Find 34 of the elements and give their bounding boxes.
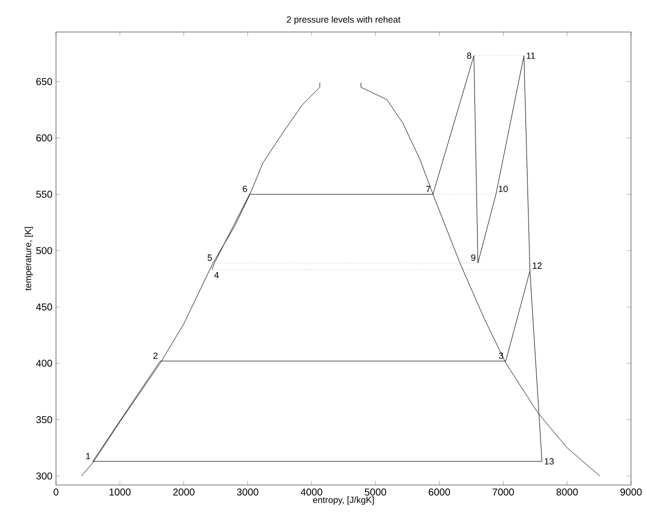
annotation: 7 bbox=[426, 186, 430, 192]
y-tick-label: 550 bbox=[36, 190, 52, 198]
y-tick-label: 300 bbox=[36, 472, 52, 480]
y-tick-label: 350 bbox=[36, 416, 52, 424]
y-tick-label: 500 bbox=[36, 247, 52, 254]
annotation: 12 bbox=[532, 262, 542, 269]
x-tick-label: 7000 bbox=[492, 488, 514, 496]
annotation: 10 bbox=[498, 186, 508, 192]
annotation: 4 bbox=[214, 272, 219, 278]
annotation: 8 bbox=[467, 52, 472, 59]
x-tick-label: 2000 bbox=[173, 488, 194, 496]
x-tick-label: 4000 bbox=[300, 488, 322, 496]
x-tick-label: 9000 bbox=[620, 488, 642, 496]
y-tick-label: 650 bbox=[36, 78, 52, 86]
annotation: 13 bbox=[544, 458, 554, 465]
annotation: 11 bbox=[526, 52, 535, 59]
annotation: 6 bbox=[242, 186, 247, 192]
x-tick-label: 6000 bbox=[428, 488, 450, 496]
annotation: 5 bbox=[208, 254, 212, 261]
y-tick-label: 400 bbox=[36, 360, 52, 367]
y-axis-title: temperature, [K] bbox=[24, 226, 33, 290]
x-tick-label: 1000 bbox=[110, 488, 131, 496]
annotation: 9 bbox=[471, 254, 476, 261]
x-tick-label: 0 bbox=[54, 488, 58, 496]
x-tick-label: 3000 bbox=[236, 488, 258, 496]
annotation: 2 bbox=[153, 352, 158, 359]
annotation: 3 bbox=[498, 352, 504, 359]
annotation: 1 bbox=[86, 452, 90, 460]
x-tick-label: 8000 bbox=[556, 488, 578, 496]
chart-title: 2 pressure levels with reheat bbox=[286, 16, 400, 24]
x-axis-title: entropy, [J/kgK] bbox=[313, 496, 374, 505]
y-tick-label: 600 bbox=[36, 134, 52, 142]
y-tick-label: 450 bbox=[36, 303, 52, 310]
x-tick-label: 5000 bbox=[364, 488, 386, 496]
